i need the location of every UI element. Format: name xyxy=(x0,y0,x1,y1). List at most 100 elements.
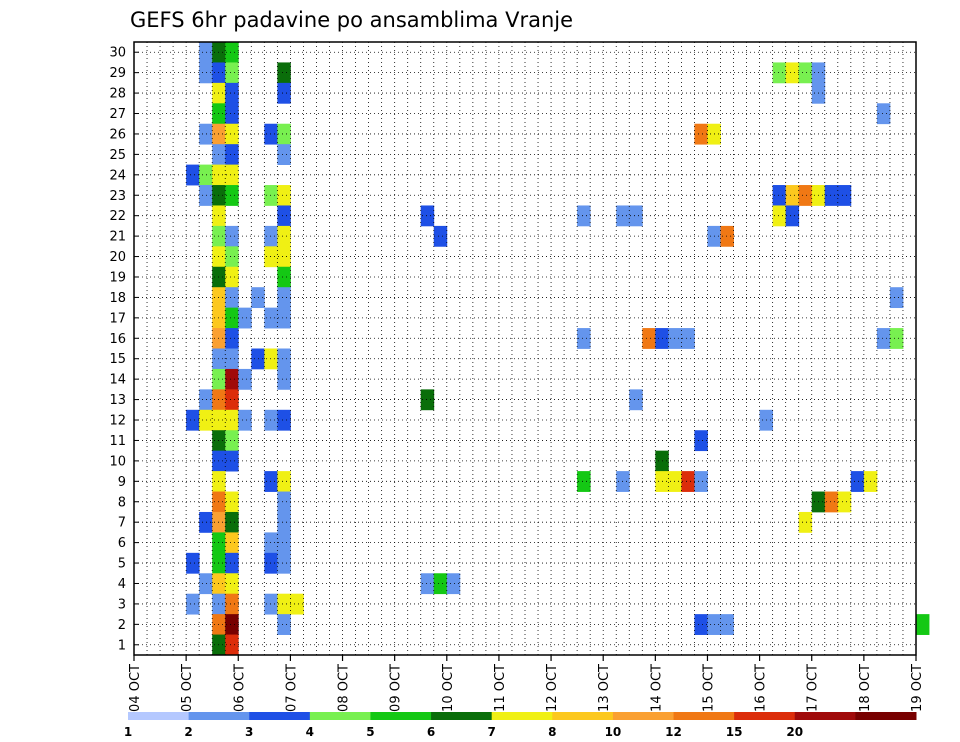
y-tick-label: 13 xyxy=(109,393,126,408)
heatmap-cell xyxy=(264,532,278,554)
heatmap-cell xyxy=(264,593,278,615)
heatmap-cell xyxy=(277,368,291,390)
heatmap-cell xyxy=(694,123,708,145)
heatmap-cell xyxy=(720,614,734,635)
heatmap-cell xyxy=(277,225,291,247)
heatmap-cell xyxy=(186,164,200,186)
heatmap-cell xyxy=(225,491,239,513)
x-tick-label: 07 OCT xyxy=(284,664,299,712)
heatmap-cell xyxy=(264,225,278,247)
x-axis: 04 OCT 05 OCT 06 OCT 07 OCT 08 OCT 09 OCT 10 O… xyxy=(128,655,925,712)
heatmap-cell xyxy=(876,103,891,125)
x-tick-label: 14 OCT xyxy=(649,664,664,712)
y-tick-label: 10 xyxy=(109,454,126,469)
y-tick-label: 14 xyxy=(109,373,126,388)
x-tick-label: 10 OCT xyxy=(441,664,456,712)
y-tick-label: 25 xyxy=(109,148,126,163)
heatmap-cell xyxy=(277,287,291,309)
heatmap-cell xyxy=(772,205,787,227)
y-tick-label: 17 xyxy=(109,311,126,326)
y-tick-label: 2 xyxy=(118,618,126,633)
heatmap-cell xyxy=(290,593,304,615)
colorbar-swatch xyxy=(794,712,856,720)
heatmap-cell xyxy=(225,103,239,125)
heatmap-cell xyxy=(199,164,213,186)
heatmap-cell xyxy=(225,593,239,615)
y-tick-label: 19 xyxy=(109,270,126,285)
colorbar-label: 3 xyxy=(245,725,253,739)
plot-frame xyxy=(133,41,917,656)
heatmap-cell xyxy=(577,205,591,227)
y-tick-label: 16 xyxy=(109,332,126,347)
heatmap-cell xyxy=(277,307,291,329)
heatmap-cell xyxy=(277,348,291,370)
heatmap-cell xyxy=(446,573,461,595)
colorbar-swatch xyxy=(734,712,796,720)
heatmap-cell xyxy=(225,144,239,165)
y-tick-label: 20 xyxy=(109,250,126,265)
heatmap-cell xyxy=(264,471,278,492)
heatmap-cell xyxy=(785,185,800,206)
heatmap-cell xyxy=(225,246,239,268)
heatmap-cell xyxy=(277,532,291,554)
heatmap-cell xyxy=(420,389,435,411)
heatmap-cell xyxy=(225,573,239,595)
heatmap-cell xyxy=(277,511,291,533)
heatmap-cell xyxy=(225,42,239,63)
colorbar-label: 2 xyxy=(184,725,192,739)
heatmap-cell xyxy=(277,123,291,145)
heatmap-cell xyxy=(681,471,695,492)
heatmap-cell xyxy=(186,409,200,431)
colorbar-swatch xyxy=(855,712,917,720)
y-tick-label: 27 xyxy=(109,107,126,122)
y-tick-label: 30 xyxy=(109,46,126,61)
y-tick-label: 8 xyxy=(118,495,126,510)
colorbar-label: 20 xyxy=(786,725,803,739)
x-tick-label: 12 OCT xyxy=(545,664,560,712)
y-tick-label: 15 xyxy=(109,352,126,367)
heatmap-cell xyxy=(577,471,591,492)
heatmap-cell xyxy=(668,471,682,492)
heatmap-cell xyxy=(225,307,239,329)
y-axis: 1234567891011121314151617181920212223242… xyxy=(109,46,139,653)
chart-title: GEFS 6hr padavine po ansamblima Vranje xyxy=(130,8,573,32)
colorbar-swatch xyxy=(491,712,553,720)
y-tick-label: 12 xyxy=(109,414,126,429)
y-tick-label: 21 xyxy=(109,230,126,245)
x-tick-label: 17 OCT xyxy=(806,664,821,712)
colorbar-swatch xyxy=(612,712,675,720)
y-tick-label: 28 xyxy=(109,87,126,102)
heatmap-cell xyxy=(238,409,252,431)
y-tick-label: 22 xyxy=(109,209,126,224)
x-tick-label: 08 OCT xyxy=(337,664,352,712)
heatmap-cell xyxy=(225,225,239,247)
heatmap-cell xyxy=(264,409,278,431)
x-tick-label: 18 OCT xyxy=(858,664,873,712)
y-tick-label: 4 xyxy=(118,577,126,592)
heatmap-cell xyxy=(199,389,213,411)
colorbar-swatch xyxy=(309,712,371,720)
y-tick-label: 24 xyxy=(109,168,126,183)
colorbar-label: 6 xyxy=(427,725,435,739)
colorbar-label: 1 xyxy=(124,725,132,739)
heatmap-cell xyxy=(916,614,930,635)
heatmap-cell xyxy=(433,225,448,247)
heatmap-cell xyxy=(277,82,291,104)
x-tick-label: 15 OCT xyxy=(701,664,716,712)
heatmap-cell xyxy=(772,185,787,206)
heatmap-cell xyxy=(798,185,813,206)
heatmap-cell xyxy=(824,491,839,513)
colorbar-label: 10 xyxy=(605,725,622,739)
heatmap-cell xyxy=(225,328,239,349)
heatmap-cell xyxy=(225,123,239,145)
colorbar-label: 4 xyxy=(306,725,314,739)
heatmap-cell xyxy=(199,409,213,431)
heatmap-cell xyxy=(225,532,239,554)
heatmap-cell xyxy=(277,185,291,206)
heatmap-cell xyxy=(225,348,239,370)
colorbar-label: 12 xyxy=(665,725,682,739)
colorbar-swatch xyxy=(552,712,614,720)
heatmap-cell xyxy=(668,328,682,349)
heatmap-cell xyxy=(225,409,239,431)
heatmap-cell xyxy=(277,205,291,227)
